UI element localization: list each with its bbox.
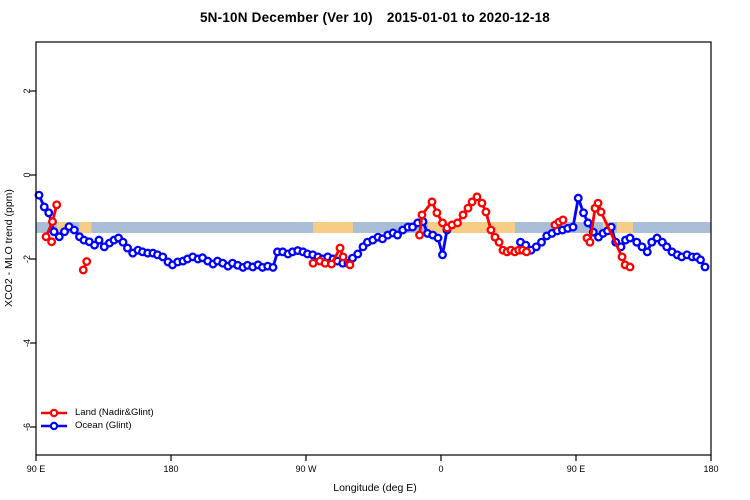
x-tick-label-90w: 90 W: [295, 464, 317, 474]
legend-land-label: Land (Nadir&Glint): [75, 407, 154, 418]
chart-title-daterange: 2015-01-01 to 2020-12-18: [386, 10, 551, 25]
x-tick-label-90e-right: 90 E: [566, 464, 586, 474]
x-tick-label-90e-left: 90 E: [26, 464, 46, 474]
y-axis-label: XCO2 - MLO trend (ppm): [3, 189, 15, 307]
chart-title-region: 5N-10N December (Ver 10): [199, 10, 373, 25]
x-tick-label-0: 0: [438, 464, 444, 474]
legend: Land (Nadir&Glint) Ocean (Glint): [40, 406, 154, 432]
legend-ocean-marker-icon: [41, 421, 67, 430]
x-tick-label-180-left: 180: [163, 464, 179, 474]
chart-title: 5N-10N December (Ver 10) 2015-01-01 to 20…: [0, 10, 750, 25]
y-tick-label-neg2: -2: [22, 255, 32, 264]
legend-ocean-label: Ocean (Glint): [75, 420, 132, 431]
legend-item-ocean: Ocean (Glint): [40, 419, 154, 432]
y-tick-label-neg6: -6: [22, 423, 32, 432]
x-axis-label: Longitude (deg E): [333, 482, 417, 494]
legend-item-land: Land (Nadir&Glint): [40, 406, 154, 419]
legend-land-marker-icon: [41, 408, 67, 417]
y-tick-label-0: 0: [22, 172, 32, 178]
y-tick-label-neg4: -4: [22, 339, 32, 348]
y-tick-label-2: 2: [22, 88, 32, 94]
x-tick-label-180-right: 180: [703, 464, 719, 474]
